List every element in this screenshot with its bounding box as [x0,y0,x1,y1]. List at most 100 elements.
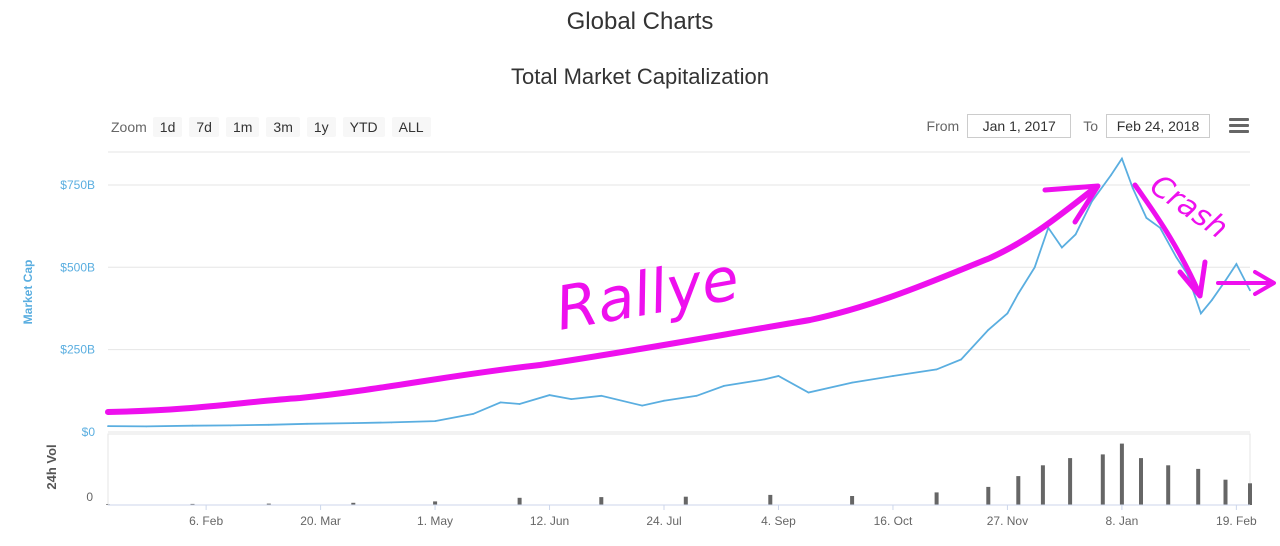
volume-bar [1040,465,1045,505]
data-point [1121,157,1123,160]
zoom-1y-button[interactable]: 1y [306,117,336,137]
volume-bar [1248,483,1252,505]
chart-title: Total Market Capitalization [510,64,769,89]
data-point [352,422,355,424]
data-point [518,403,521,405]
data-point [229,424,232,427]
x-tick-label: 24. Jul [646,514,681,528]
data-point [1145,217,1148,219]
data-point [764,378,766,381]
data-point [1159,226,1161,229]
from-date-input[interactable] [967,114,1072,138]
data-point [499,401,502,404]
data-point [960,358,962,361]
data-point [1110,174,1112,177]
data-point [723,385,725,387]
volume-bar [351,502,356,505]
volume-axis-label: 24h Vol [44,444,59,489]
data-point [1200,312,1202,315]
data-point [472,413,475,415]
sideways-arrow [1216,270,1276,296]
data-point [306,422,308,425]
volume-bar [768,494,773,505]
data-point [987,329,990,331]
data-point [807,391,810,394]
data-point [1175,256,1178,259]
volume-bar [1223,479,1228,505]
x-tick-label: 12. Jun [530,514,569,528]
data-point [1017,292,1020,295]
zoom-label: Zoom [111,119,147,135]
data-point [434,420,436,422]
date-range: From To [927,114,1210,138]
data-point [663,399,665,402]
data-point [548,394,551,396]
volume-bar [1166,465,1171,505]
data-point [1033,266,1036,269]
hamburger-menu-icon[interactable] [1229,118,1249,136]
data-point [1210,299,1213,302]
crash-annotation: Crash [1143,168,1234,246]
volume-bar [266,503,271,505]
data-point [641,404,644,407]
y-axis-label: Market Cap [21,260,35,325]
y-axis-ticks: $0 $250B $500B $750B [60,178,95,439]
page-title: Global Charts [566,8,714,35]
volume-bar [1016,476,1021,505]
volume-bar [1119,443,1124,505]
x-tick-label: 19. Feb [1216,514,1257,528]
zoom-bar: Zoom 1d 7d 1m 3m 1y YTD ALL [111,116,438,138]
crash-arrow-head [1177,259,1208,299]
zoom-1d-button[interactable]: 1d [152,117,183,137]
data-point [695,394,698,397]
y-tick-label: $0 [82,425,96,439]
data-point [851,381,853,384]
data-point [892,375,894,377]
volume-area [106,433,1252,506]
zoom-7d-button[interactable]: 7d [189,117,219,137]
x-tick-label: 27. Nov [987,514,1028,528]
volume-bar [433,501,438,505]
crash-arrow [1132,182,1203,298]
volume-bar [1196,468,1201,505]
data-point [390,421,393,424]
volume-bar [850,496,855,505]
zoom-all-button[interactable]: ALL [391,117,431,137]
data-point [1061,246,1063,249]
data-point [107,425,109,427]
grid-lines [108,151,1250,433]
data-point [145,425,148,428]
annotation-layer: Rallye Crash [105,168,1276,415]
x-tick-label: 1. May [417,514,453,528]
data-point [777,375,780,377]
market-cap-line [107,156,1251,428]
y-tick-label: $500B [60,260,95,274]
volume-bar [599,497,604,505]
data-point [600,394,603,397]
volume-bar [934,492,939,505]
volume-bar [1139,458,1143,505]
volume-bar [1100,454,1105,505]
data-point [1091,200,1093,203]
data-point [1249,289,1251,292]
to-date-input[interactable] [1106,114,1210,138]
data-point [1224,279,1227,282]
volume-bar [1068,458,1073,505]
zoom-3m-button[interactable]: 3m [266,117,300,137]
volume-bar [517,497,522,505]
x-tick-label: 6. Feb [189,514,223,528]
x-tick-label: 16. Oct [874,514,913,528]
data-point [935,368,938,371]
volume-bar [986,486,991,505]
data-point [267,423,270,426]
data-point [570,398,573,400]
series-area [107,156,1251,428]
zoom-ytd-button[interactable]: YTD [342,117,385,137]
x-axis-ticks: 6. Feb 20. Mar 1. May 12. Jun 24. Jul 4. Sep 1… [108,504,1257,528]
x-tick-label: 8. Jan [1106,514,1139,528]
data-point [1074,233,1077,236]
data-point [1235,263,1238,265]
zoom-1m-button[interactable]: 1m [225,117,260,137]
volume-zero-tick: 0 [86,490,93,504]
